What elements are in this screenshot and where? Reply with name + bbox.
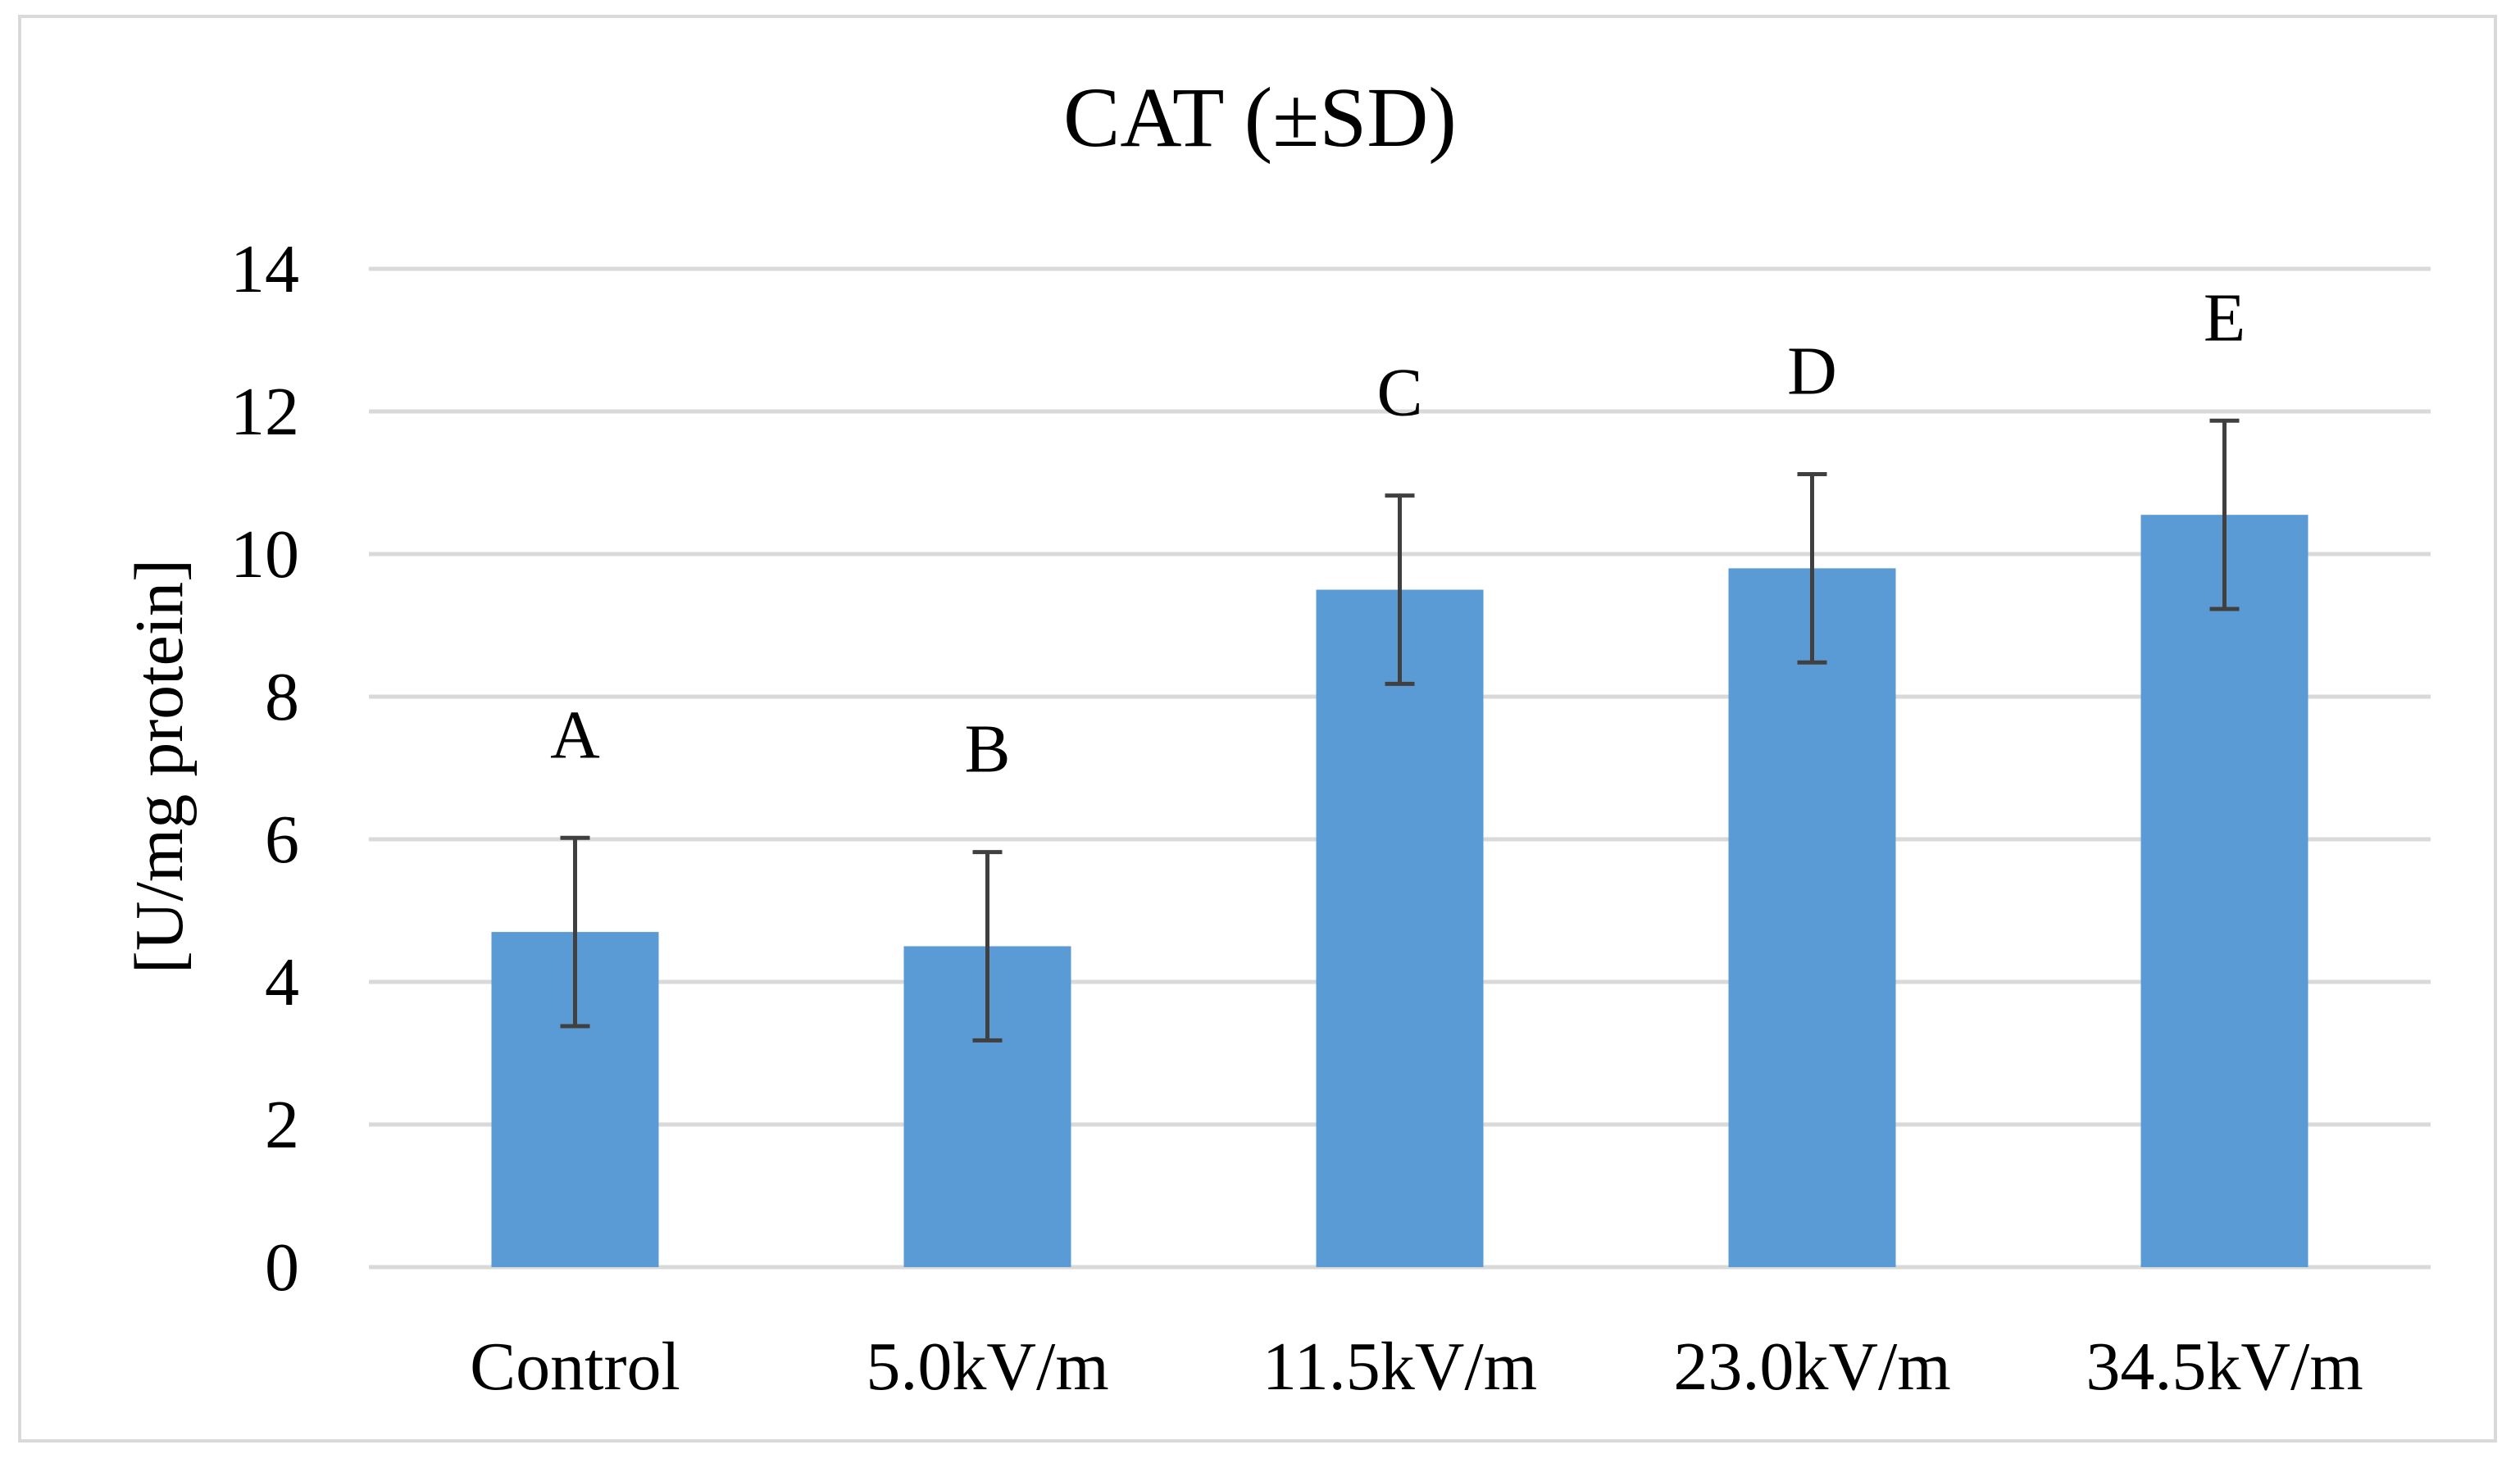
significance-label: A [550, 697, 600, 773]
chart-title: CAT (±SD) [1063, 70, 1457, 165]
x-tick-labels: Control 5.0kV/m 11.5kV/m 23.0kV/m 34.5kV/m [470, 1329, 2363, 1405]
bar [1728, 568, 1896, 1267]
significance-labels: A B C D E [550, 279, 2245, 787]
error-bars [560, 418, 2240, 1043]
y-tick-label: 12 [230, 374, 299, 450]
bar [1316, 589, 1484, 1267]
chart-frame [18, 15, 2497, 1443]
significance-label: C [1376, 355, 1422, 431]
y-tick-label: 6 [265, 802, 299, 878]
bar [2140, 515, 2308, 1267]
x-tick-label: 11.5kV/m [1262, 1329, 1537, 1405]
significance-label: E [2204, 279, 2245, 356]
x-tick-label: 5.0kV/m [866, 1329, 1108, 1405]
error-bar [1385, 493, 1415, 686]
y-tick-label: 4 [265, 944, 299, 1020]
error-bar [972, 850, 1003, 1043]
significance-label: B [964, 711, 1010, 788]
y-tick-label: 8 [265, 659, 299, 735]
error-bar [2209, 418, 2240, 611]
significance-label: D [1787, 334, 1837, 410]
error-bar [1797, 472, 1827, 665]
y-tick-label: 14 [230, 231, 299, 307]
error-bar [560, 835, 590, 1029]
y-tick-label: 2 [265, 1087, 299, 1163]
y-tick-label: 0 [265, 1229, 299, 1306]
y-tick-label: 10 [230, 516, 299, 593]
y-axis-label: [U/mg protein] [121, 559, 198, 974]
x-tick-label: 23.0kV/m [1673, 1329, 1950, 1405]
x-tick-label: Control [470, 1329, 680, 1405]
y-tick-labels: 0 2 4 6 8 10 12 14 [230, 231, 299, 1306]
x-tick-label: 34.5kV/m [2086, 1329, 2363, 1405]
